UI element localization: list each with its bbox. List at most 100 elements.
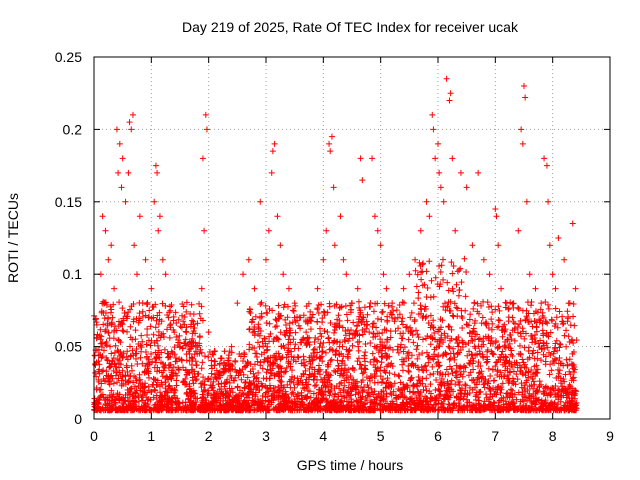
- scatter-point: [359, 402, 366, 409]
- scatter-point: [209, 365, 216, 372]
- scatter-point: [445, 381, 452, 388]
- scatter-point: [467, 311, 474, 318]
- chart-title: Day 219 of 2025, Rate Of TEC Index for r…: [182, 19, 519, 35]
- scatter-point: [270, 360, 277, 367]
- scatter-point: [469, 242, 476, 249]
- scatter-point: [534, 349, 541, 356]
- x-tick-label: 1: [147, 428, 155, 444]
- scatter-point: [326, 377, 333, 384]
- scatter-point: [408, 404, 415, 411]
- scatter-point: [447, 90, 454, 97]
- scatter-point: [537, 306, 544, 313]
- scatter-point: [437, 381, 444, 388]
- scatter-point: [246, 341, 253, 348]
- scatter-point: [445, 323, 452, 330]
- scatter-point: [263, 369, 270, 376]
- scatter-point: [93, 334, 100, 341]
- scatter-point: [199, 397, 206, 404]
- scatter-point: [226, 379, 233, 386]
- scatter-point: [489, 320, 496, 327]
- scatter-point: [100, 347, 107, 354]
- scatter-point: [518, 380, 525, 387]
- scatter-point: [542, 361, 549, 368]
- scatter-point: [327, 357, 334, 364]
- x-tick-label: 3: [262, 428, 270, 444]
- scatter-point: [290, 336, 297, 343]
- scatter-point: [274, 213, 281, 220]
- scatter-point: [533, 388, 540, 395]
- scatter-point: [136, 213, 143, 220]
- scatter-point: [556, 354, 563, 361]
- scatter-point: [191, 370, 198, 377]
- scatter-point: [539, 327, 546, 334]
- scatter-point: [445, 287, 452, 294]
- scatter-point: [340, 387, 347, 394]
- scatter-point: [342, 338, 349, 345]
- scatter-point: [408, 352, 415, 359]
- scatter-point: [438, 332, 445, 339]
- scatter-point: [422, 383, 429, 390]
- scatter-point: [496, 317, 503, 324]
- scatter-point: [431, 330, 438, 337]
- scatter-point: [205, 329, 212, 336]
- scatter-point: [319, 358, 326, 365]
- scatter-point: [464, 321, 471, 328]
- scatter-point: [408, 374, 415, 381]
- scatter-point: [457, 371, 464, 378]
- scatter-point: [303, 329, 310, 336]
- scatter-point: [239, 389, 246, 396]
- scatter-point: [412, 256, 419, 263]
- scatter-point: [364, 311, 371, 318]
- scatter-point: [173, 382, 180, 389]
- scatter-point: [178, 356, 185, 363]
- scatter-point: [126, 343, 133, 350]
- scatter-point: [449, 155, 456, 162]
- scatter-point: [342, 303, 349, 310]
- scatter-point: [115, 169, 122, 176]
- scatter-point: [218, 380, 225, 387]
- scatter-point: [176, 332, 183, 339]
- scatter-point: [415, 334, 422, 341]
- scatter-point: [410, 300, 417, 307]
- scatter-point: [168, 301, 175, 308]
- scatter-point: [320, 339, 327, 346]
- scatter-point: [543, 162, 550, 169]
- scatter-point: [191, 324, 198, 331]
- scatter-point: [179, 344, 186, 351]
- scatter-point: [511, 391, 518, 398]
- scatter-point: [381, 368, 388, 375]
- scatter-point: [158, 359, 165, 366]
- scatter-point: [339, 372, 346, 379]
- scatter-point: [449, 370, 456, 377]
- scatter-point: [292, 341, 299, 348]
- scatter-point: [227, 389, 234, 396]
- scatter-point: [388, 384, 395, 391]
- scatter-point: [424, 284, 431, 291]
- scatter-point: [357, 155, 364, 162]
- scatter-point: [515, 304, 522, 311]
- scatter-point: [424, 333, 431, 340]
- scatter-point: [336, 305, 343, 312]
- scatter-point: [457, 265, 464, 272]
- scatter-point: [167, 322, 174, 329]
- scatter-point: [569, 220, 576, 227]
- scatter-point: [110, 355, 117, 362]
- scatter-point: [154, 342, 161, 349]
- scatter-point: [100, 367, 107, 374]
- scatter-point: [407, 375, 414, 382]
- scatter-point: [370, 320, 377, 327]
- scatter-point: [263, 320, 270, 327]
- scatter-point: [436, 371, 443, 378]
- scatter-point: [436, 362, 443, 369]
- scatter-point: [99, 339, 106, 346]
- scatter-point: [300, 312, 307, 319]
- scatter-point: [391, 380, 398, 387]
- scatter-point: [343, 271, 350, 278]
- scatter-point: [475, 169, 482, 176]
- scatter-point: [536, 316, 543, 323]
- scatter-point: [255, 369, 262, 376]
- scatter-point: [539, 320, 546, 327]
- scatter-point: [147, 342, 154, 349]
- scatter-point: [326, 346, 333, 353]
- scatter-point: [255, 330, 262, 337]
